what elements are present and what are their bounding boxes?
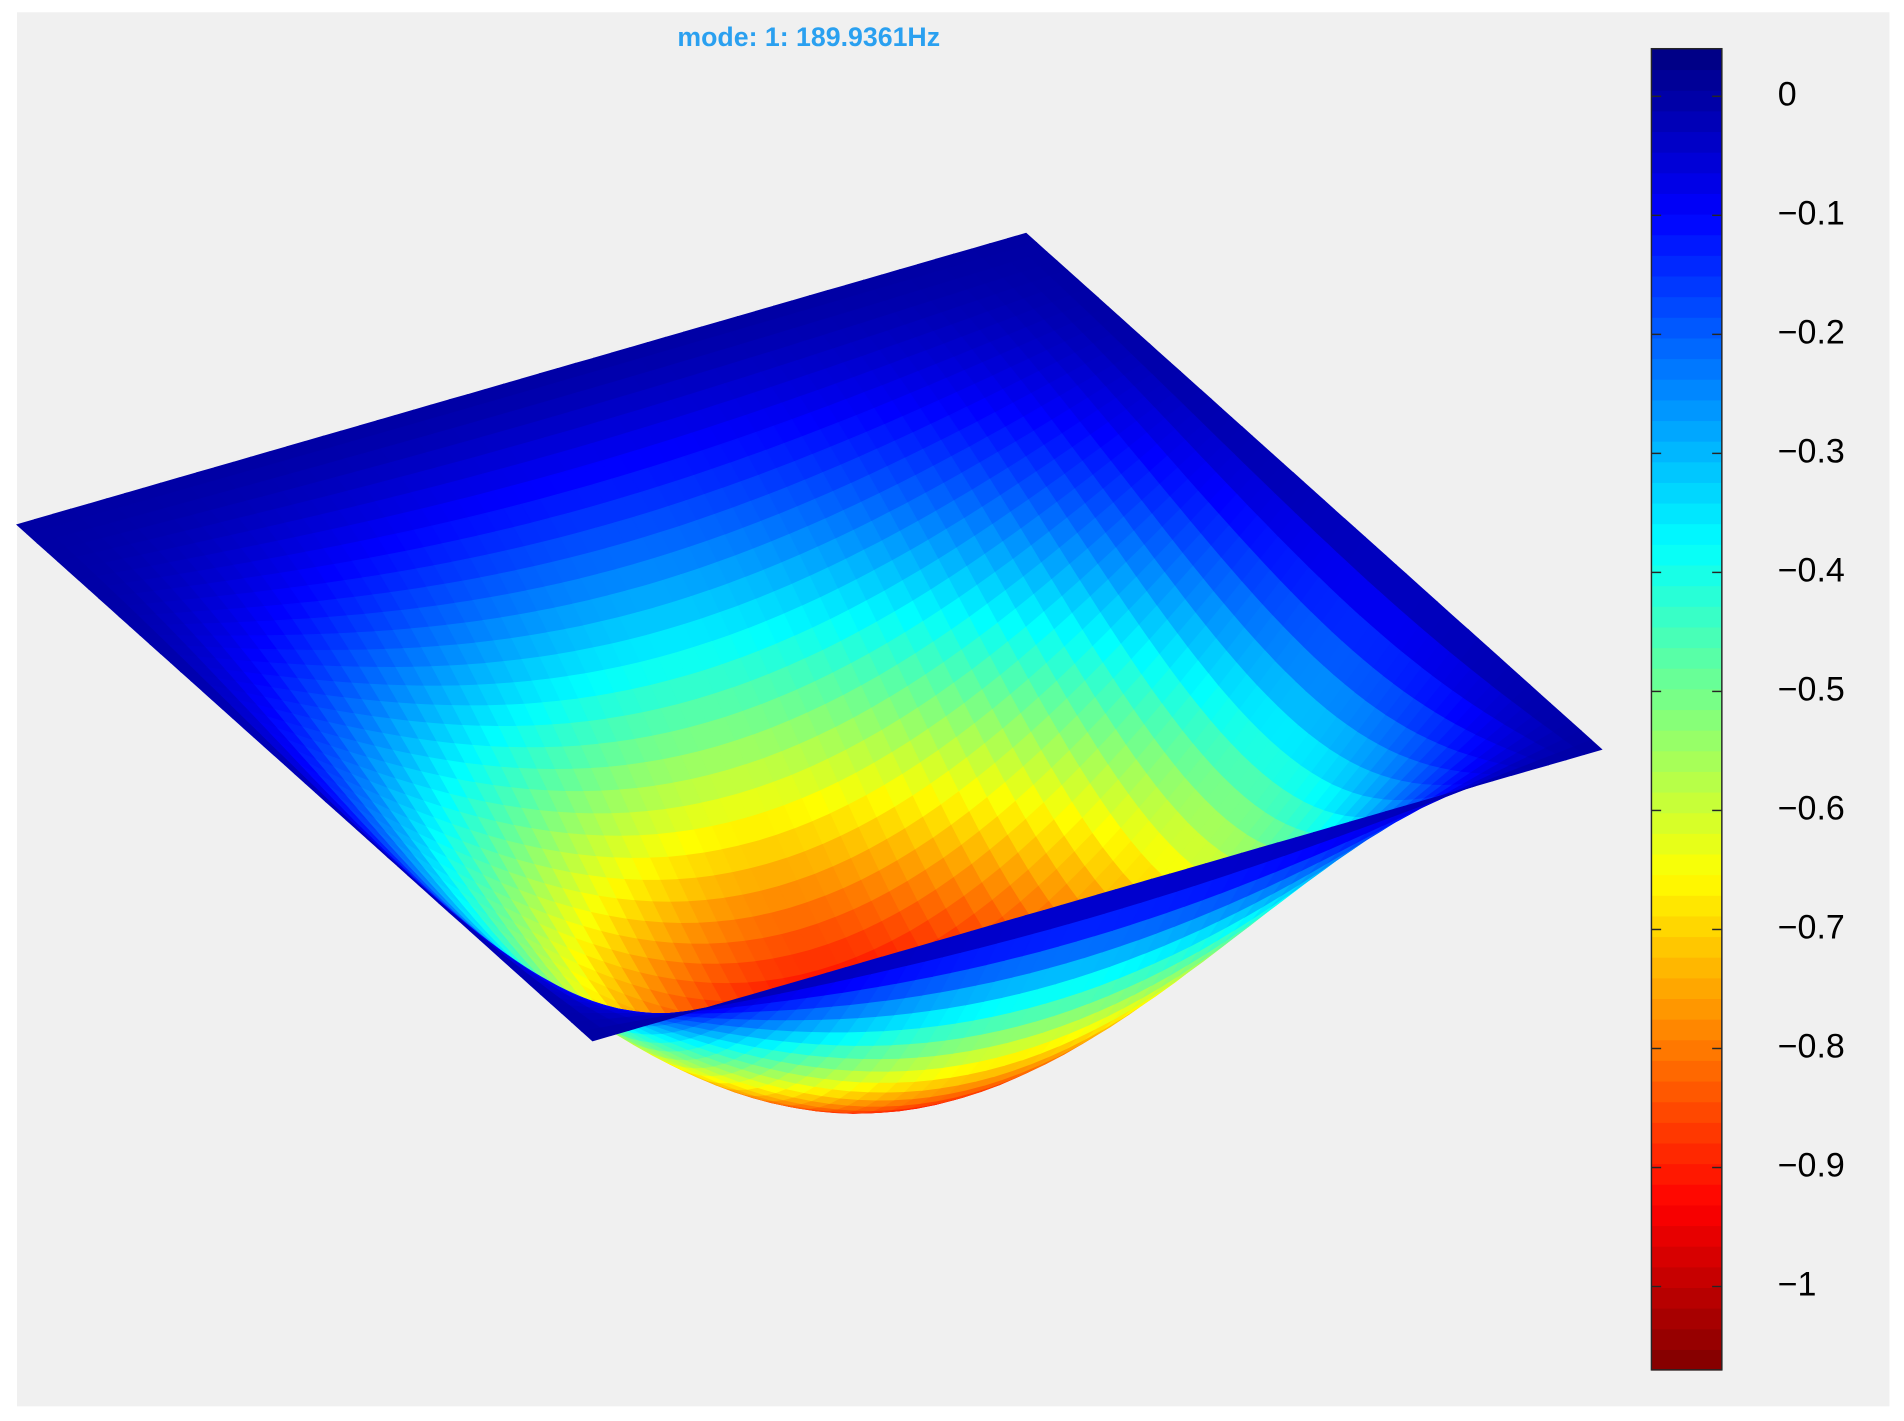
colorbar-swatch — [1651, 337, 1722, 360]
colorbar-swatch — [1651, 998, 1722, 1020]
colorbar-swatch — [1651, 895, 1722, 917]
colorbar-swatch — [1651, 1142, 1722, 1165]
surface — [16, 232, 1603, 1114]
colorbar-swatch — [1651, 1122, 1722, 1144]
colorbar-swatch — [1651, 688, 1722, 711]
colorbar-swatch — [1651, 379, 1722, 401]
colorbar-swatch — [1651, 358, 1722, 380]
colorbar-tick-label: −0.4 — [1778, 551, 1845, 589]
colorbar-swatch — [1651, 502, 1722, 525]
colorbar-swatch — [1651, 193, 1722, 215]
colorbar-swatch — [1651, 461, 1722, 483]
colorbar-swatch — [1651, 1225, 1722, 1247]
colorbar-swatch — [1651, 399, 1722, 422]
colorbar-swatch — [1651, 729, 1722, 752]
chart-title: mode: 1: 189.9361Hz — [677, 22, 940, 52]
colorbar-swatch — [1651, 234, 1722, 256]
colorbar-tick-label: −0.9 — [1778, 1147, 1845, 1185]
colorbar-swatch — [1651, 1307, 1722, 1330]
colorbar-swatch — [1651, 110, 1722, 133]
colorbar-swatch — [1651, 90, 1722, 112]
colorbar-swatch — [1651, 1163, 1722, 1185]
colorbar-tick-label: −0.7 — [1778, 908, 1845, 946]
colorbar-swatch — [1651, 1328, 1722, 1350]
colorbar-swatch — [1651, 957, 1722, 979]
colorbar-swatch — [1651, 977, 1722, 1000]
surface-patch — [581, 1027, 612, 1042]
colorbar-swatch — [1651, 523, 1722, 545]
colorbar-swatch — [1651, 48, 1722, 71]
colorbar-swatch — [1651, 69, 1722, 91]
colorbar-frame — [1650, 47, 1723, 1371]
colorbar-swatch — [1651, 275, 1722, 298]
colorbar: 0 −0.1 −0.2 −0.3 −0.4 −0.5 −0.6 −0.7 −0.8 −0.9 −1 — [1650, 47, 1845, 1371]
colorbar-swatch — [1651, 151, 1722, 174]
colorbar-swatch — [1651, 585, 1722, 607]
colorbar-swatch — [1651, 626, 1722, 649]
colorbar-tick-label: −0.1 — [1778, 194, 1845, 232]
colorbar-swatch — [1651, 213, 1722, 236]
colorbar-swatch — [1651, 915, 1722, 938]
colorbar-swatch — [1651, 1018, 1722, 1041]
colorbar-tick-label: −1 — [1778, 1266, 1817, 1304]
colorbar-swatch — [1651, 709, 1722, 731]
colorbar-swatch — [1651, 1060, 1722, 1082]
colorbar-swatch — [1651, 255, 1722, 277]
colorbar-swatch — [1651, 771, 1722, 793]
colorbar-swatch — [1651, 564, 1722, 587]
colorbar-swatch — [1651, 296, 1722, 318]
colorbar-swatch — [1651, 833, 1722, 855]
colorbar-swatch — [1651, 750, 1722, 772]
colorbar-swatch — [1651, 812, 1722, 834]
colorbar-swatch — [1651, 1184, 1722, 1206]
colorbar-swatch — [1651, 668, 1722, 690]
colorbar-swatch — [1651, 420, 1722, 442]
colorbar-swatch — [1651, 874, 1722, 896]
colorbar-swatch — [1651, 440, 1722, 463]
colorbar-swatch — [1651, 791, 1722, 814]
colorbar-swatch — [1651, 1266, 1722, 1289]
colorbar-swatch — [1651, 1287, 1722, 1309]
colorbar-swatch — [1651, 1246, 1722, 1268]
colorbar-swatch — [1651, 317, 1722, 339]
colorbar-tick-label: −0.2 — [1778, 313, 1845, 351]
colorbar-tick-label: −0.8 — [1778, 1027, 1845, 1065]
colorbar-tick-label: −0.3 — [1778, 432, 1845, 470]
colorbar-swatch — [1651, 482, 1722, 504]
colorbar-swatch — [1651, 853, 1722, 876]
colorbar-swatch — [1651, 131, 1722, 153]
colorbar-tick-label: −0.6 — [1778, 789, 1845, 827]
colorbar-swatch — [1651, 172, 1722, 194]
colorbar-swatch — [1651, 936, 1722, 958]
colorbar-swatch — [1651, 1080, 1722, 1103]
colorbar-swatch — [1651, 1039, 1722, 1061]
colorbar-swatch — [1651, 606, 1722, 628]
colorbar-swatch — [1651, 1349, 1722, 1371]
colorbar-swatch — [1651, 1101, 1722, 1123]
colorbar-swatch — [1651, 1204, 1722, 1227]
colorbar-swatch — [1651, 544, 1722, 566]
colorbar-swatch — [1651, 647, 1722, 669]
colorbar-tick-label: 0 — [1778, 75, 1797, 113]
colorbar-tick-label: −0.5 — [1778, 670, 1845, 708]
